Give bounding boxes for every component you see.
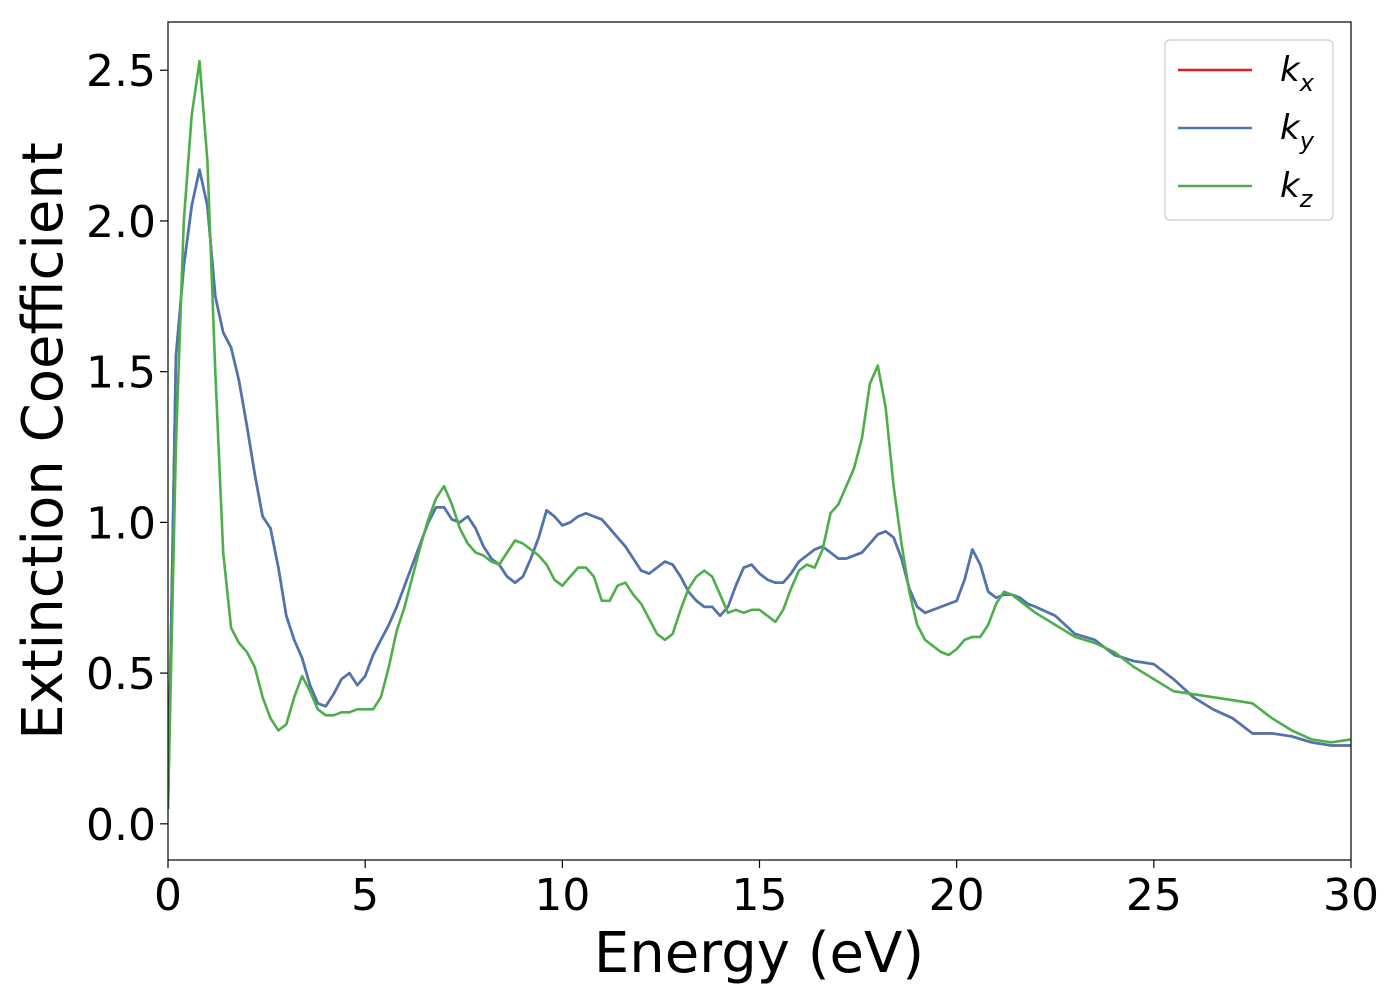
x-tick-label: 30 — [1323, 870, 1379, 921]
y-tick-label: 0.5 — [86, 649, 156, 700]
x-axis-ticks: 0 5 10 15 20 25 30 — [154, 860, 1379, 921]
plot-area — [168, 22, 1351, 860]
x-tick-label: 20 — [929, 870, 985, 921]
y-tick-label: 2.5 — [86, 46, 156, 97]
x-tick-label: 0 — [154, 870, 182, 921]
y-tick-label: 1.5 — [86, 348, 156, 399]
x-tick-label: 5 — [351, 870, 379, 921]
series-line-ky — [168, 168, 1351, 809]
legend-box — [1164, 39, 1334, 221]
x-tick-label: 10 — [534, 870, 590, 921]
series-layer — [168, 59, 1351, 809]
series-line-kz — [168, 59, 1351, 809]
y-axis-ticks: 0.0 0.5 1.0 1.5 2.0 2.5 — [86, 46, 168, 851]
y-tick-label: 1.0 — [86, 498, 156, 549]
x-tick-label: 25 — [1126, 870, 1182, 921]
x-axis-label: Energy (eV) — [594, 921, 924, 986]
y-tick-label: 2.0 — [86, 197, 156, 248]
x-tick-label: 15 — [732, 870, 788, 921]
y-axis-label: Extinction Coefficient — [11, 142, 76, 740]
y-tick-label: 0.0 — [86, 800, 156, 851]
